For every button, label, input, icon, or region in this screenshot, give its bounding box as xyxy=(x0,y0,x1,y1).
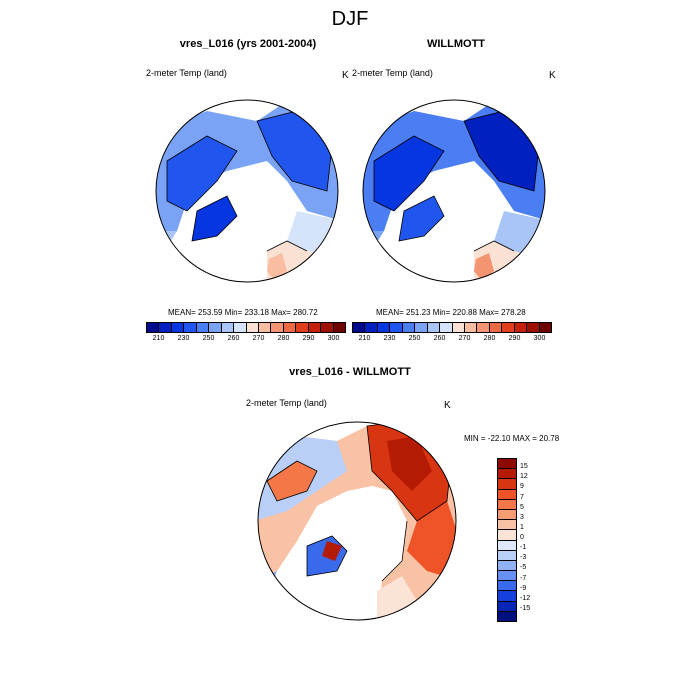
colorbar-swatch xyxy=(498,479,516,490)
colorbar-swatch xyxy=(498,469,516,480)
colorbar-swatch xyxy=(527,323,540,332)
colorbar-tick-label: 280 xyxy=(277,335,290,342)
colorbar-swatch xyxy=(502,323,515,332)
colorbar-tick-label: -7 xyxy=(520,574,527,582)
colorbar-tick-label: -9 xyxy=(520,584,527,592)
colorbar-swatch xyxy=(377,323,391,332)
colorbar-swatch xyxy=(234,323,247,332)
colorbar-swatch xyxy=(296,323,309,332)
panel2-unit: K xyxy=(549,70,556,81)
colorbar-swatch xyxy=(489,323,503,332)
colorbar-tick-label: 260 xyxy=(227,335,240,342)
colorbar-swatch xyxy=(159,323,172,332)
colorbar-swatch xyxy=(390,323,403,332)
panel2-colorbar: 210 230 250 260 270 280 290 300 xyxy=(352,322,552,345)
colorbar-swatch xyxy=(498,581,516,592)
colorbar-swatch xyxy=(321,323,334,332)
colorbar-swatch xyxy=(477,323,490,332)
colorbar-swatch xyxy=(498,499,516,510)
colorbar-swatch xyxy=(402,323,416,332)
colorbar-swatch xyxy=(498,530,516,541)
colorbar-tick-label: 1 xyxy=(520,523,524,531)
colorbar-tick-label: 300 xyxy=(533,335,546,342)
diff-var-label: 2-meter Temp (land) xyxy=(246,398,327,408)
colorbar-swatch xyxy=(184,323,197,332)
colorbar-swatch xyxy=(498,611,516,621)
panel2-title: WILLMOTT xyxy=(426,38,486,50)
colorbar-swatch xyxy=(283,323,297,332)
diff-unit: K xyxy=(444,400,451,411)
colorbar-swatch xyxy=(246,323,259,332)
colorbar-tick-label: 210 xyxy=(152,335,165,342)
panel1-title: vres_L016 (yrs 2001-2004) xyxy=(179,38,317,50)
colorbar-swatch xyxy=(498,571,516,582)
colorbar-swatch xyxy=(498,509,516,521)
colorbar-tick-label: 3 xyxy=(520,513,524,521)
colorbar-swatch xyxy=(464,323,478,332)
colorbar-swatch xyxy=(514,323,528,332)
colorbar-swatch xyxy=(209,323,222,332)
colorbar-tick-label: 250 xyxy=(202,335,215,342)
colorbar-tick-label: -12 xyxy=(520,594,531,602)
panel1-unit: K xyxy=(342,70,349,81)
colorbar-swatch xyxy=(171,323,185,332)
colorbar-tick-label: 290 xyxy=(508,335,521,342)
colorbar-swatch xyxy=(308,323,322,332)
colorbar-swatch xyxy=(427,323,441,332)
colorbar-swatch xyxy=(353,323,366,332)
diff-colorbar xyxy=(497,458,517,622)
colorbar-tick-label: 9 xyxy=(520,483,524,491)
colorbar-tick-label: 250 xyxy=(408,335,421,342)
colorbar-tick-label: 210 xyxy=(358,335,371,342)
panel2-var-label: 2-meter Temp (land) xyxy=(352,68,433,78)
colorbar-swatch xyxy=(333,323,345,332)
colorbar-swatch xyxy=(415,323,428,332)
colorbar-tick-label: 230 xyxy=(383,335,396,342)
diff-colorbar-ticks: 15 12 9 7 5 3 1 0 -1 -3 -5 -7 -9 -12 -15 xyxy=(520,458,550,620)
colorbar-swatch xyxy=(498,489,516,500)
colorbar-swatch xyxy=(539,323,551,332)
panel1-var-label: 2-meter Temp (land) xyxy=(146,68,227,78)
colorbar-swatch xyxy=(498,520,516,531)
panel1-colorbar: 210 230 250 260 270 280 290 300 xyxy=(146,322,346,345)
colorbar-tick-label: 15 xyxy=(520,463,528,471)
colorbar-tick-label: 5 xyxy=(520,503,524,511)
diff-polar-map xyxy=(257,421,457,621)
colorbar-tick-label: -15 xyxy=(520,604,531,612)
colorbar-tick-label: 300 xyxy=(327,335,340,342)
colorbar-tick-label: 270 xyxy=(252,335,265,342)
diff-stats: MIN = -22.10 MAX = 20.78 xyxy=(464,434,560,443)
colorbar-swatch xyxy=(221,323,235,332)
colorbar-tick-label: -3 xyxy=(520,554,527,562)
main-title: DJF xyxy=(331,8,369,30)
colorbar-swatch xyxy=(498,560,516,572)
colorbar-swatch xyxy=(498,550,516,561)
colorbar-swatch xyxy=(498,601,516,612)
panel1-stats: MEAN= 253.59 Min= 233.18 Max= 280.72 xyxy=(168,308,318,317)
panel1-polar-map xyxy=(155,99,339,283)
colorbar-swatch xyxy=(498,540,516,551)
colorbar-swatch xyxy=(452,323,465,332)
colorbar-tick-label: 230 xyxy=(177,335,190,342)
colorbar-swatch xyxy=(271,323,284,332)
colorbar-tick-label: 260 xyxy=(433,335,446,342)
colorbar-tick-label: -5 xyxy=(520,564,527,572)
colorbar-swatch xyxy=(258,323,272,332)
colorbar-tick-label: 270 xyxy=(458,335,471,342)
colorbar-tick-label: 7 xyxy=(520,493,524,501)
colorbar-tick-label: 290 xyxy=(302,335,315,342)
colorbar-tick-label: 280 xyxy=(483,335,496,342)
colorbar-swatch xyxy=(498,591,516,602)
colorbar-tick-label: 12 xyxy=(520,473,528,481)
colorbar-swatch xyxy=(196,323,210,332)
colorbar-tick-label: 0 xyxy=(520,534,524,541)
panel2-polar-map xyxy=(362,99,546,283)
colorbar-swatch xyxy=(365,323,378,332)
diff-title: vres_L016 - WILLMOTT xyxy=(289,366,411,378)
colorbar-swatch xyxy=(498,459,516,470)
panel2-stats: MEAN= 251.23 Min= 220.88 Max= 278.28 xyxy=(376,308,526,317)
colorbar-swatch xyxy=(147,323,160,332)
colorbar-swatch xyxy=(440,323,453,332)
colorbar-tick-label: -1 xyxy=(520,544,527,552)
